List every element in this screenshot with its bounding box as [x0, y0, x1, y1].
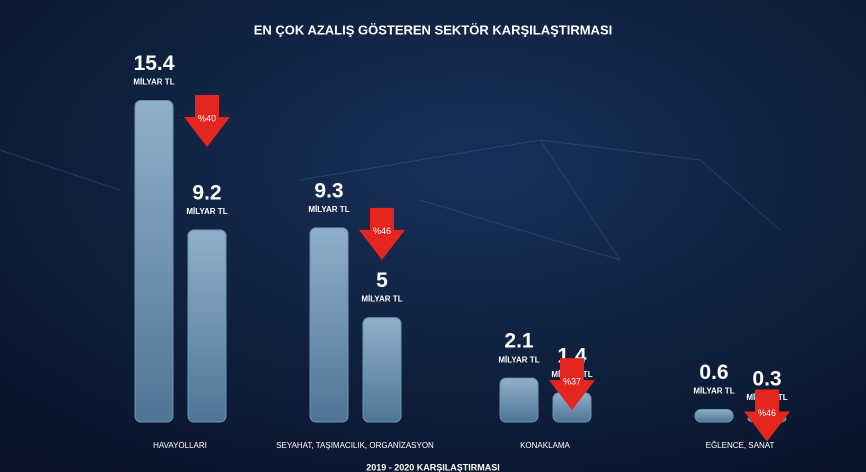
- unit-label: MİLYAR TL: [498, 355, 539, 364]
- decline-label: %40: [198, 113, 216, 123]
- chart-title: EN ÇOK AZALIŞ GÖSTEREN SEKTÖR KARŞILAŞTI…: [254, 22, 612, 37]
- bar: [499, 377, 539, 423]
- network-decoration: [0, 139, 781, 261]
- bar: [187, 229, 227, 423]
- unit-label: MİLYAR TL: [308, 205, 349, 214]
- decline-label: %46: [373, 226, 391, 236]
- unit-label: MİLYAR TL: [693, 387, 734, 396]
- decline-label: %37: [563, 377, 581, 387]
- bar: [134, 100, 174, 423]
- bar: [694, 408, 734, 423]
- x-tick-label: HAVAYOLLARI: [153, 441, 207, 450]
- decline-label: %46: [758, 408, 776, 418]
- value-label: 15.4: [134, 52, 175, 75]
- value-label: 2.1: [504, 330, 534, 353]
- x-tick-label: SEYAHAT, TAŞIMACILIK, ORGANİZASYON: [276, 441, 434, 450]
- decline-arrow: [549, 358, 595, 411]
- value-label: 5: [376, 269, 388, 292]
- value-label: 9.3: [314, 179, 343, 202]
- unit-label: MİLYAR TL: [133, 78, 174, 87]
- value-label: 9.2: [192, 181, 221, 204]
- decline-arrow: [184, 95, 230, 147]
- value-label: 0.3: [752, 367, 781, 390]
- decline-arrow: [359, 207, 405, 260]
- unit-label: MİLYAR TL: [361, 295, 402, 304]
- unit-label: MİLYAR TL: [186, 207, 227, 216]
- decline-arrow: [744, 389, 790, 442]
- footer: 2019 - 2020 KARŞILAŞTIRMASI: [366, 462, 500, 472]
- bar: [309, 227, 349, 423]
- value-label: 0.6: [699, 361, 728, 384]
- x-tick-label: KONAKLAMA: [520, 441, 570, 450]
- x-tick-label: EĞLENCE, SANAT: [706, 441, 775, 450]
- bar: [362, 317, 402, 423]
